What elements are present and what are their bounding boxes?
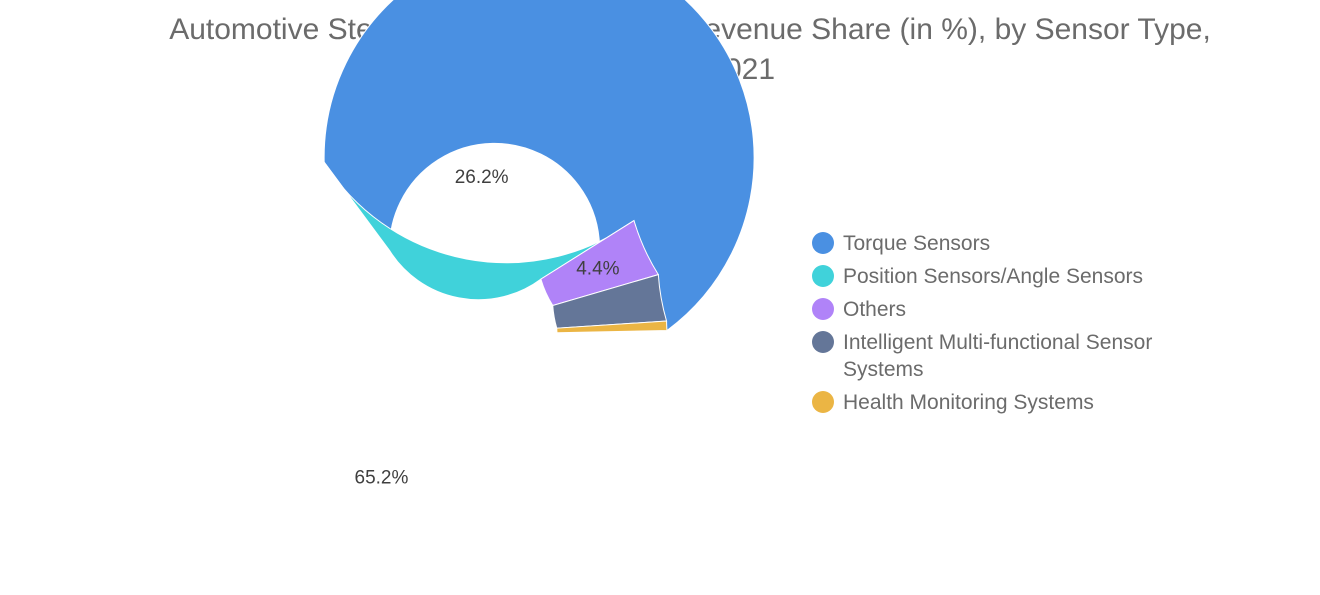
legend-item-others[interactable]: Others xyxy=(812,296,1172,323)
data-label-position-sensors-angle-sensors: 26.2% xyxy=(455,167,509,188)
legend-item-health-monitoring[interactable]: Health Monitoring Systems xyxy=(812,389,1172,416)
labels-group: 65.2% 26.2% 4.4% xyxy=(355,167,620,489)
data-label-others: 4.4% xyxy=(576,258,619,279)
legend-label-others: Others xyxy=(843,298,907,321)
legend-item-position-sensors[interactable]: Position Sensors/Angle Sensors xyxy=(812,263,1172,290)
legend-dot-intelligent-multi-functional xyxy=(812,331,834,353)
legend-item-intelligent-multi-functional[interactable]: Intelligent Multi-functional Sensor Syst… xyxy=(812,329,1172,383)
legend-label-health-monitoring: Health Monitoring Systems xyxy=(843,391,1094,414)
slices-group xyxy=(323,0,755,334)
slice-health-monitoring-systems[interactable] xyxy=(556,320,668,334)
data-label-torque-sensors: 65.2% xyxy=(355,468,409,489)
legend-item-torque-sensors[interactable]: Torque Sensors xyxy=(812,230,1172,257)
legend-dot-health-monitoring xyxy=(812,391,834,413)
legend-dot-others xyxy=(812,298,834,320)
legend-dot-torque-sensors xyxy=(812,232,834,254)
legend-label-torque-sensors: Torque Sensors xyxy=(843,232,991,255)
slice-torque-sensors[interactable] xyxy=(323,0,755,334)
legend-dot-position-sensors xyxy=(812,265,834,287)
legend-label-position-sensors: Position Sensors/Angle Sensors xyxy=(843,265,1143,288)
legend: Torque Sensors Position Sensors/Angle Se… xyxy=(812,230,1172,422)
legend-label-intelligent-multi-functional: Intelligent Multi-functional Sensor Syst… xyxy=(843,331,1153,381)
